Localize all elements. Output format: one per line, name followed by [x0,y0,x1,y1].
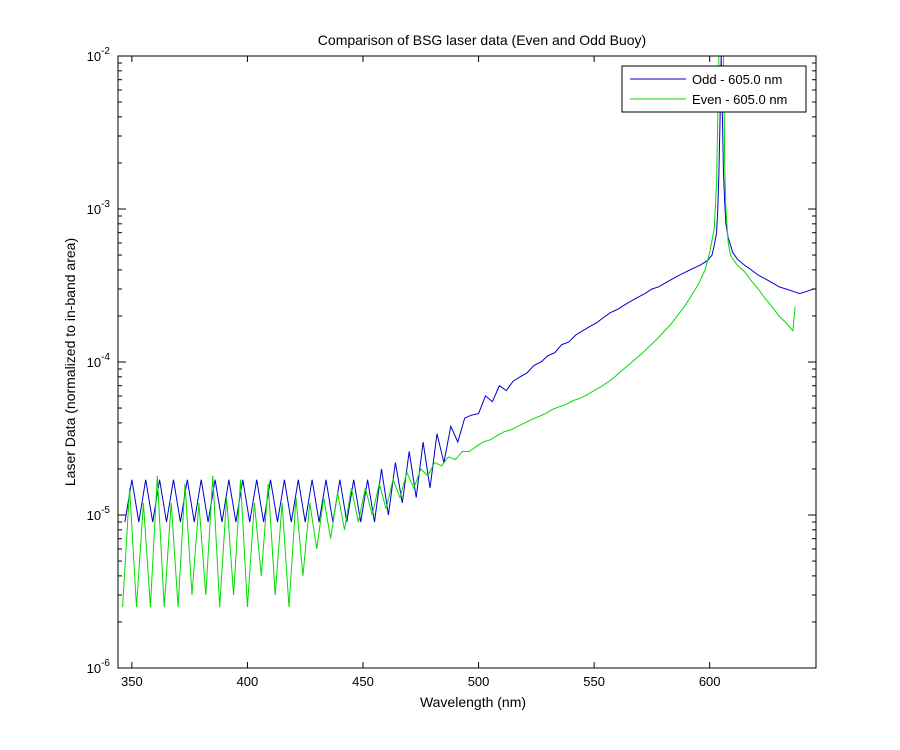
x-tick-label: 600 [699,674,721,689]
series-line-even [122,55,796,608]
legend-box [621,65,807,113]
x-tick-label: 350 [121,674,143,689]
legend-entry-label: Odd - 605.0 nm [692,72,782,87]
y-tick-label: 10-2 [87,46,111,64]
y-tick-label: 10-3 [87,199,111,217]
x-axis: 350 400 450 500 550 600 [121,56,721,689]
legend-entry-label: Even - 605.0 nm [692,92,787,107]
x-axis-label: Wavelength (nm) [420,694,526,710]
x-tick-label: 450 [352,674,374,689]
x-tick-label: 550 [583,674,605,689]
y-tick-label: 10-6 [87,658,111,676]
chart-title: Comparison of BSG laser data (Even and O… [318,32,646,48]
y-tick-label: 10-4 [87,352,111,370]
y-tick-label: 10-5 [87,505,111,523]
y-axis: 10-6 10-5 10-4 10-3 10-2 [87,46,816,676]
legend: Odd - 605.0 nm Even - 605.0 nm [621,65,807,113]
x-tick-label: 400 [237,674,259,689]
y-axis-label: Laser Data (normalized to in-band area) [62,238,78,486]
x-tick-label: 500 [468,674,490,689]
